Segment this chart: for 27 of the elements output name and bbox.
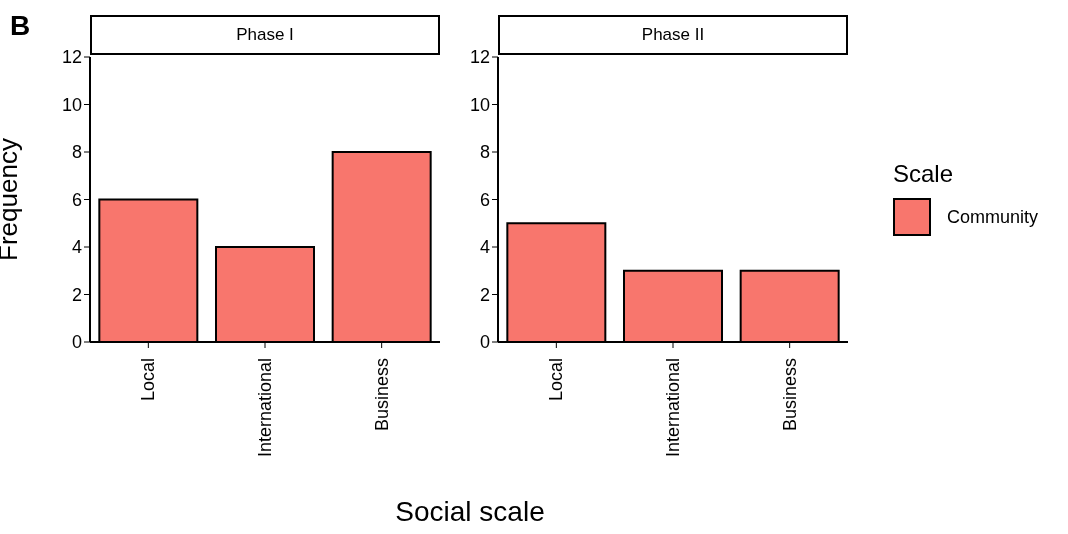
y-tick-label: 0 [479,332,490,353]
y-tick-label: 10 [469,94,490,115]
legend-title: Scale [893,160,955,188]
x-tick-label: Business [779,358,800,432]
x-tick-label: International [663,358,683,458]
x-tick-label: Business [371,358,392,432]
y-tick-label: 6 [71,189,82,210]
y-tick-label: 8 [479,142,490,163]
y-tick-label: 6 [479,189,490,210]
y-tick-label: 10 [61,94,82,115]
y-tick-label: 4 [71,237,82,258]
y-tick-label: 12 [61,47,82,68]
y-tick-label: 12 [469,47,490,68]
x-tick-label: Local [138,358,159,402]
x-axis-title: Social scale [394,496,546,528]
y-tick-label: 2 [71,284,82,305]
chart-title: Phase I [90,15,440,55]
legend-label: Community [947,206,1039,228]
x-tick-label: International [255,358,275,458]
text: B [10,10,31,42]
chart-title: Phase II [498,15,848,55]
x-tick-label: Local [546,358,567,402]
y-tick-label: 8 [71,142,82,163]
y-tick-label: 0 [71,332,82,353]
y-tick-label: 4 [479,237,490,258]
y-axis-title: Frequency [0,138,24,261]
y-tick-label: 2 [479,284,490,305]
